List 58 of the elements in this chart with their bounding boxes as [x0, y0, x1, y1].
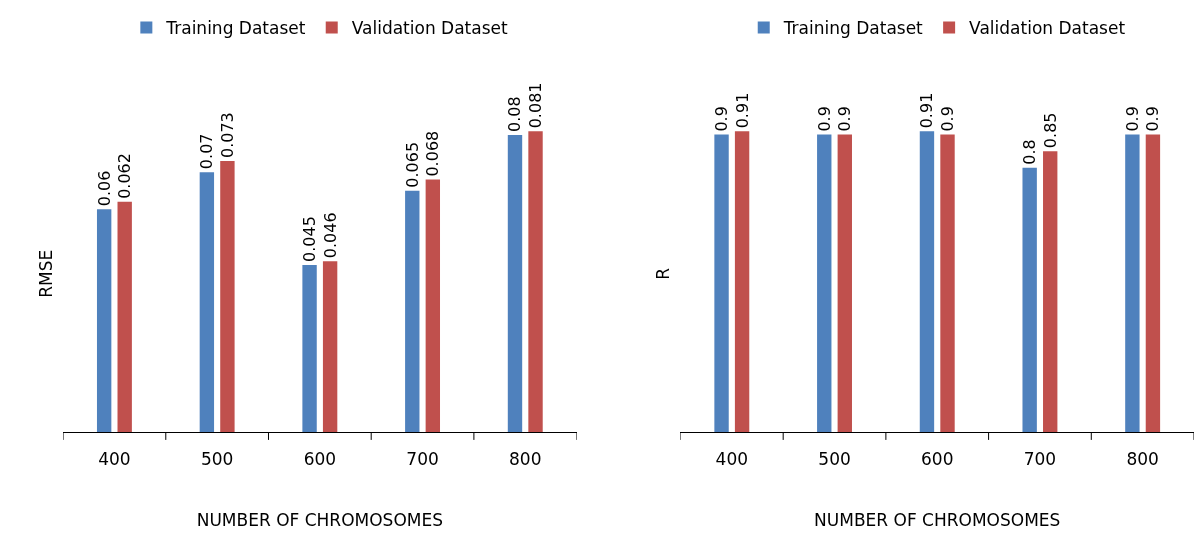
- bar: [1145, 134, 1161, 432]
- data-label: 0.045: [300, 216, 320, 262]
- bar: [714, 134, 729, 432]
- data-label: 0.9: [938, 106, 958, 132]
- data-label: 0.065: [402, 141, 422, 188]
- legend-label: Training Dataset: [782, 18, 924, 39]
- x-tick-label: 500: [818, 449, 851, 470]
- x-tick-label: 700: [1023, 449, 1057, 470]
- bar: [837, 134, 852, 432]
- data-label: 0.07: [197, 133, 217, 170]
- x-tick-label: 800: [509, 449, 542, 470]
- x-tick-label: 400: [98, 449, 131, 470]
- legend-label: Validation Dataset: [351, 18, 508, 39]
- data-label: 0.9: [814, 106, 834, 132]
- bar: [117, 201, 132, 432]
- bar: [940, 134, 955, 432]
- data-label: 0.85: [1040, 112, 1060, 149]
- bar: [1022, 167, 1037, 432]
- bar: [1125, 134, 1140, 432]
- data-label: 0.8: [1020, 139, 1040, 165]
- bar: [528, 131, 543, 432]
- legend-label: Training Dataset: [165, 18, 306, 39]
- data-label: 0.062: [115, 153, 135, 199]
- data-label: 0.9: [1143, 106, 1163, 132]
- data-label: 0.9: [835, 106, 855, 132]
- bar: [405, 190, 420, 432]
- data-label: 0.046: [320, 212, 340, 259]
- data-label: 0.081: [526, 82, 546, 129]
- bar: [220, 161, 235, 432]
- bar: [302, 264, 317, 432]
- bar: [199, 172, 215, 432]
- data-label: 0.068: [423, 130, 443, 177]
- y-axis-title: R: [653, 267, 674, 280]
- bar: [817, 134, 832, 432]
- data-label: 0.06: [94, 170, 114, 207]
- x-tick-label: 800: [1126, 449, 1159, 470]
- x-tick-label: 600: [921, 449, 954, 470]
- y-axis-title: RMSE: [35, 249, 56, 298]
- bar: [322, 261, 338, 432]
- bar: [919, 131, 935, 432]
- bar: [1043, 151, 1058, 432]
- bar: [734, 131, 750, 432]
- data-label: 0.08: [505, 96, 525, 133]
- x-axis-title: NUMBER OF CHROMOSOMES: [814, 509, 1061, 530]
- bar: [507, 135, 523, 432]
- data-label: 0.91: [732, 92, 752, 129]
- bar: [425, 179, 441, 432]
- x-tick-label: 400: [715, 449, 749, 470]
- data-label: 0.91: [917, 92, 937, 129]
- x-tick-label: 600: [303, 449, 337, 470]
- bar: [96, 209, 112, 432]
- data-label: 0.9: [712, 106, 732, 132]
- data-label: 0.9: [1122, 106, 1142, 132]
- x-tick-label: 500: [200, 449, 234, 470]
- legend-label: Validation Dataset: [969, 18, 1126, 39]
- data-label: 0.073: [217, 112, 237, 158]
- x-tick-label: 700: [406, 449, 439, 470]
- x-axis-title: NUMBER OF CHROMOSOMES: [196, 509, 443, 530]
